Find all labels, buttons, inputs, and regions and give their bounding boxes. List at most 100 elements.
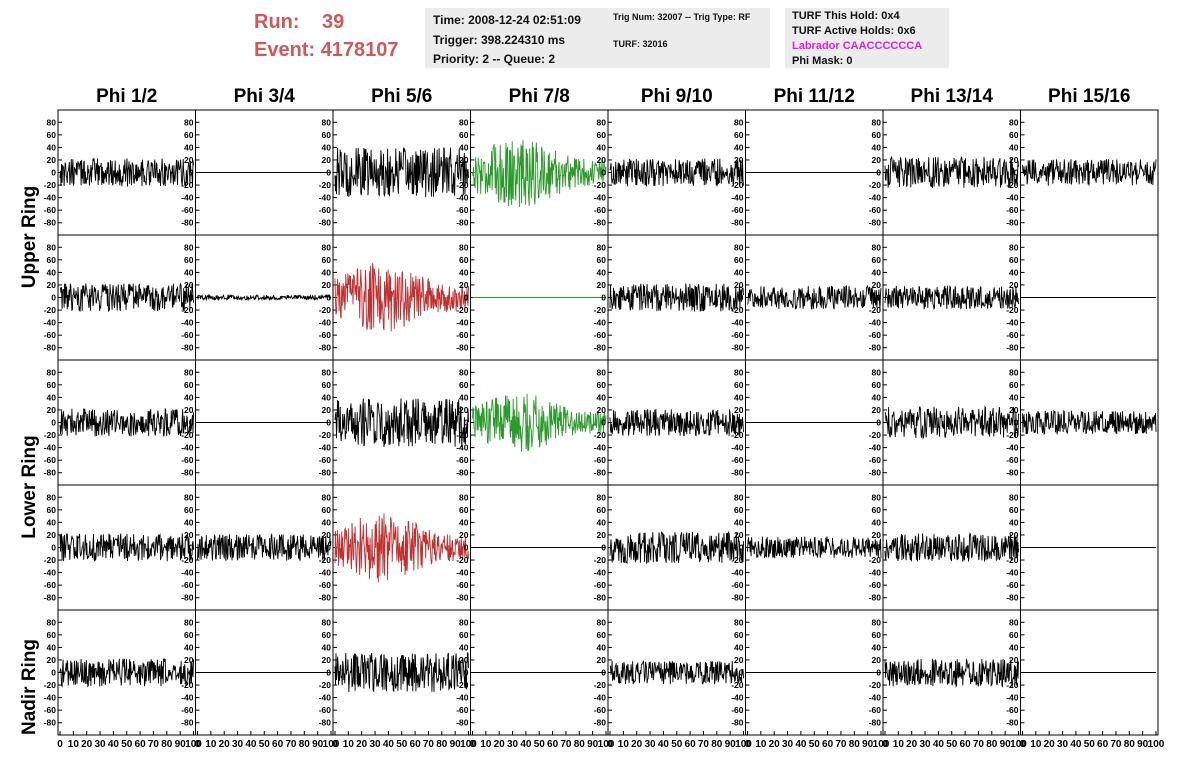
y-tick-label: 80 (47, 242, 57, 252)
y-tick-label: 20 (47, 530, 57, 540)
y-tick-label: -80 (319, 468, 332, 478)
y-tick-label: 0 (51, 543, 56, 553)
y-tick-label: 40 (47, 267, 57, 277)
x-tick-label: 100 (185, 739, 202, 750)
y-tick-label: -40 (456, 193, 469, 203)
y-tick-label: 80 (872, 117, 882, 127)
y-tick-label: 80 (872, 242, 882, 252)
y-tick-label: 80 (47, 617, 57, 627)
x-tick-label: 100 (1148, 739, 1165, 750)
x-tick-label: 70 (1110, 739, 1122, 750)
x-tick-label: 10 (755, 739, 767, 750)
waveform-trace (884, 405, 1019, 440)
event-label: Event: (254, 39, 316, 61)
y-tick-label: -20 (731, 680, 744, 690)
x-tick-label: 100 (873, 739, 890, 750)
y-tick-label: -40 (1006, 568, 1019, 578)
y-tick-label: -60 (181, 205, 194, 215)
x-tick-label: 90 (862, 739, 874, 750)
x-tick-label: 80 (849, 739, 861, 750)
y-tick-label: -20 (456, 430, 469, 440)
y-tick-label: 60 (597, 630, 607, 640)
x-tick-label: 30 (644, 739, 656, 750)
y-tick-label: -40 (731, 443, 744, 453)
x-tick-label: 70 (423, 739, 435, 750)
waveform-trace (59, 158, 194, 187)
y-tick-label: -40 (594, 318, 607, 328)
y-tick-label: 0 (1014, 668, 1019, 678)
y-tick-label: 40 (322, 642, 332, 652)
y-tick-label: -60 (869, 580, 882, 590)
phi-header-13-14: Phi 13/14 (910, 86, 993, 107)
y-tick-label: 20 (734, 155, 744, 165)
y-tick-label: -80 (44, 343, 57, 353)
y-tick-label: 80 (47, 492, 57, 502)
y-tick-label: 0 (601, 668, 606, 678)
y-tick-label: 40 (734, 517, 744, 527)
y-tick-label: -80 (594, 468, 607, 478)
y-tick-label: 0 (739, 418, 744, 428)
y-tick-label: 80 (459, 367, 469, 377)
turf-active-holds-text: TURF Active Holds: 0x6 (792, 25, 916, 37)
y-tick-label: 20 (184, 530, 194, 540)
y-tick-label: 20 (459, 655, 469, 665)
y-tick-label: -80 (869, 718, 882, 728)
y-tick-label: -40 (181, 193, 194, 203)
y-tick-label: 80 (322, 617, 332, 627)
y-tick-label: 60 (734, 380, 744, 390)
y-tick-label: 40 (1009, 267, 1019, 277)
y-tick-label: 20 (47, 655, 57, 665)
y-tick-label: -40 (1006, 193, 1019, 203)
x-tick-label: 10 (343, 739, 355, 750)
y-tick-label: 60 (322, 630, 332, 640)
y-tick-label: -60 (456, 455, 469, 465)
x-tick-label: 20 (356, 739, 368, 750)
y-tick-label: -40 (319, 443, 332, 453)
y-tick-label: 40 (734, 267, 744, 277)
y-tick-label: -80 (1006, 593, 1019, 603)
y-tick-label: 40 (47, 142, 57, 152)
y-tick-label: -20 (44, 305, 57, 315)
y-tick-label: 80 (872, 492, 882, 502)
y-tick-label: 80 (872, 617, 882, 627)
y-tick-label: -80 (456, 218, 469, 228)
y-tick-label: 0 (189, 418, 194, 428)
y-tick-label: -20 (1006, 555, 1019, 565)
y-tick-label: -60 (456, 705, 469, 715)
x-tick-label: 70 (148, 739, 160, 750)
y-tick-label: -20 (456, 555, 469, 565)
y-tick-label: -60 (44, 705, 57, 715)
x-tick-label: 40 (933, 739, 945, 750)
y-tick-label: -40 (181, 568, 194, 578)
waveform-trace (197, 533, 332, 561)
y-tick-label: 20 (184, 655, 194, 665)
y-tick-label: 60 (184, 130, 194, 140)
y-tick-label: -60 (594, 455, 607, 465)
y-tick-label: 80 (322, 242, 332, 252)
y-tick-label: 60 (734, 130, 744, 140)
trigger-info-pane: Trig Num: 32007 -- Trig Type: RF TURF: 3… (605, 8, 770, 68)
y-tick-label: -40 (869, 318, 882, 328)
y-tick-label: -80 (456, 468, 469, 478)
y-tick-label: 40 (322, 142, 332, 152)
y-tick-label: -20 (319, 555, 332, 565)
y-tick-label: 40 (184, 142, 194, 152)
y-tick-label: 20 (322, 530, 332, 540)
y-tick-label: -60 (456, 580, 469, 590)
y-tick-label: -80 (319, 718, 332, 728)
y-tick-label: -20 (594, 430, 607, 440)
y-tick-label: -40 (1006, 443, 1019, 453)
y-tick-label: 80 (322, 492, 332, 502)
waveform-trace (472, 139, 607, 208)
y-tick-label: -60 (319, 330, 332, 340)
y-tick-label: -60 (44, 205, 57, 215)
y-tick-label: -40 (181, 443, 194, 453)
y-tick-label: 0 (876, 168, 881, 178)
x-tick-label: 90 (175, 739, 187, 750)
y-tick-label: 0 (464, 168, 469, 178)
y-tick-label: 60 (597, 130, 607, 140)
waveform-trace (747, 536, 882, 559)
y-tick-label: 60 (322, 255, 332, 265)
y-tick-label: 60 (459, 130, 469, 140)
y-tick-label: -20 (1006, 180, 1019, 190)
